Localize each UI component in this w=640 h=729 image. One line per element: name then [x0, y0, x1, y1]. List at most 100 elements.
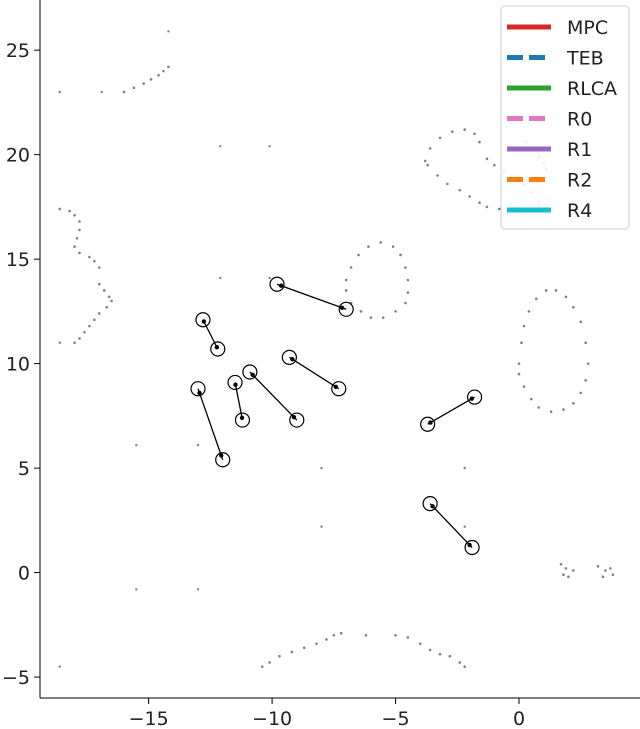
obstacle-point	[478, 140, 481, 144]
obstacle-point	[404, 301, 407, 305]
obstacle-point	[530, 397, 533, 401]
agent-dot	[219, 453, 224, 458]
obstacle-point	[478, 201, 481, 205]
obstacle-point	[97, 282, 101, 286]
agent-goal-marker	[210, 341, 226, 357]
obstacle-point	[463, 665, 466, 668]
y-tick-label: 25	[6, 40, 30, 62]
obstacle-point	[428, 648, 432, 652]
obstacle-point	[315, 642, 318, 645]
obstacle-point	[463, 128, 466, 131]
agent-path	[427, 396, 475, 425]
obstacle-point	[88, 324, 91, 328]
obstacle-point	[567, 575, 570, 579]
x-tick-label: −10	[252, 708, 292, 729]
agent-goal-marker	[331, 381, 347, 397]
obstacle-point	[73, 341, 76, 345]
agent-path	[249, 371, 298, 421]
legend-box	[500, 5, 630, 230]
obstacle-point	[438, 652, 442, 656]
agent-goal-marker	[289, 412, 305, 428]
agent-goal-marker	[464, 539, 480, 556]
agent-start-marker	[422, 496, 438, 512]
obstacle-point	[584, 341, 587, 345]
obstacle-point	[325, 638, 328, 641]
agent-dot	[278, 283, 284, 288]
obstacle-point	[105, 305, 108, 309]
obstacle-point	[584, 379, 587, 382]
obstacle-point	[219, 276, 222, 280]
obstacle-point	[97, 312, 101, 315]
obstacle-point	[463, 525, 466, 528]
obstacle-point	[278, 654, 281, 658]
obstacle-point	[78, 251, 81, 255]
obstacle-point	[485, 205, 489, 209]
obstacle-point	[493, 163, 496, 167]
obstacle-point	[485, 157, 489, 161]
agent-dot	[214, 345, 220, 350]
obstacle-point	[58, 90, 61, 94]
obstacle-point	[78, 220, 81, 223]
obstacle-point	[302, 646, 306, 650]
obstacle-point	[468, 195, 471, 198]
obstacle-point	[572, 402, 575, 405]
obstacle-point	[135, 588, 138, 591]
agent-dot	[467, 542, 472, 548]
obstacle-point	[394, 310, 397, 313]
obstacle-point	[391, 245, 395, 248]
agent-layer	[190, 276, 483, 556]
agent-dot	[250, 372, 255, 378]
obstacle-point	[399, 253, 402, 257]
x-tick-label: −15	[129, 708, 169, 729]
obstacle-point	[562, 573, 565, 577]
obstacle-point	[359, 310, 363, 313]
obstacle-point	[517, 372, 521, 376]
legend-label: R4	[567, 200, 592, 222]
obstacle-point	[88, 255, 91, 259]
legend-label: TEB	[566, 48, 604, 70]
agent-start-marker	[269, 276, 285, 292]
obstacle-point	[517, 362, 521, 365]
obstacle-point	[157, 73, 160, 77]
agent-path	[276, 283, 347, 310]
agent-start-marker	[242, 364, 258, 380]
agent-path	[429, 503, 473, 548]
obstacle-point	[369, 316, 373, 319]
legend-label: R1	[567, 139, 592, 161]
obstacle-point	[579, 391, 583, 395]
agent-dot	[239, 415, 245, 420]
agent-dot	[469, 396, 474, 401]
obstacle-point	[268, 661, 271, 664]
obstacle-point	[135, 443, 138, 447]
agent-dot	[333, 384, 339, 390]
x-tick-label: 0	[513, 708, 525, 729]
obstacle-point	[406, 278, 410, 282]
obstacle-point	[73, 213, 76, 217]
legend-label: R0	[567, 109, 592, 131]
obstacle-point	[332, 634, 336, 637]
obstacle-point	[75, 236, 79, 240]
obstacle-point	[196, 443, 200, 447]
obstacle-point	[520, 341, 523, 345]
obstacle-point	[394, 634, 397, 637]
legend: MPC TEB RLCA R0 R1 R2 R4	[500, 5, 630, 230]
obstacle-point	[406, 636, 410, 639]
obstacle-point	[97, 266, 101, 269]
agent-path	[197, 388, 224, 460]
agent-start-marker	[281, 349, 297, 365]
agent-dot	[290, 357, 295, 362]
obstacle-point	[448, 654, 452, 658]
obstacle-point	[320, 525, 323, 528]
obstacle-point	[142, 82, 146, 85]
obstacle-point	[78, 337, 81, 340]
obstacle-point	[196, 588, 200, 591]
y-tick-label: 15	[6, 249, 30, 271]
obstacle-point	[379, 241, 383, 244]
agent-path	[234, 382, 244, 421]
obstacle-point	[559, 562, 563, 566]
obstacle-point	[604, 569, 607, 572]
agent-dot	[197, 390, 202, 396]
obstacle-point	[58, 207, 62, 211]
obstacle-point	[364, 634, 368, 637]
